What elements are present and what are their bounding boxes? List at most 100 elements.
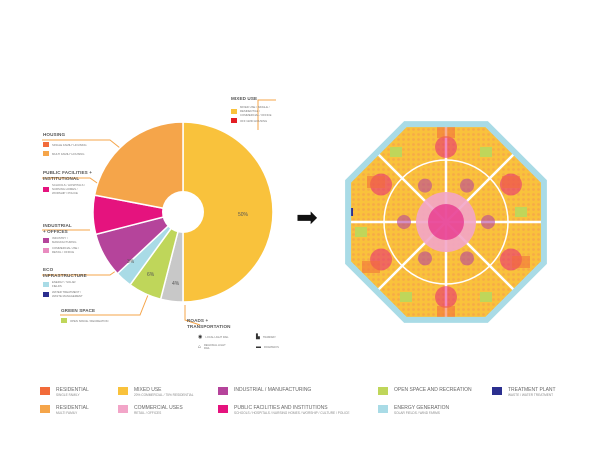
legend-swatch [218,405,228,413]
roads-icon-regional-rail: ⌂ REGIONAL LIGHT RAIL [198,344,226,350]
swatch-text: MULTI FAMILY HOUSING [52,151,85,156]
roads-icon-local-rail: ◉ LOCAL LIGHT RAIL [198,334,229,340]
legend-text: RESIDENTIAL MULTI FAMILY [56,405,89,415]
pct-label-roads: 4% [172,281,180,287]
donut-slices [92,121,274,303]
swatch-color [231,118,237,123]
roads-icon-roadways: ▬ ROADWAYS [256,344,279,350]
legend-subtitle: MULTI FAMILY [56,411,78,415]
road-icon: ▬ [256,344,261,350]
city-plan-map [345,121,547,323]
legend-swatch [378,387,388,395]
swatch-text: SINGLE FAMILY HOUSING [52,142,87,147]
leader-line [184,305,201,326]
legend-swatch [118,387,128,395]
category-label-green-space: GREEN SPACE [61,308,96,313]
legend-item: RESIDENTIAL SINGLE FAMILY [40,387,89,397]
arrow-right-icon: ➡ [296,202,318,232]
legend-item: TREATMENT PLANT WASTE / WATER TREATMENT [492,387,556,397]
green-patch [355,227,367,237]
legend-title: MIXED USE [134,387,162,393]
legend-subtitle: RETAIL / OFFICES [134,411,162,415]
legend-text: OPEN SPACE AND RECREATION [394,387,472,393]
legend-title: PUBLIC FACILITIES and INSTITUTIONS [234,405,328,411]
swatch-text: ENERGY / SOLAR FIELDS [52,280,76,288]
residential-patch [512,256,530,268]
pct-label-green: 6% [147,272,155,278]
swatch-color [231,108,237,114]
icon-text: TRAMWAY [262,335,276,339]
legend-item: MIXED USE 20% COMMERCIAL / 75% RESIDENTIA… [118,387,194,397]
residential-patch [367,176,385,188]
legend-text: INDUSTRIAL / MANUFACTURING [234,387,311,393]
legend-subtitle: SOLAR FIELDS / WIND FARMS [394,411,440,415]
swatch-text: OPEN SPACE / RECREATION [70,318,109,323]
legend-item: RESIDENTIAL MULTI FAMILY [40,405,89,415]
legend-text: RESIDENTIAL SINGLE FAMILY [56,387,89,397]
legend-subtitle: WASTE / WATER TREATMENT [508,393,554,397]
legend-subtitle: 20% COMMERCIAL / 75% RESIDENTIAL [134,393,194,397]
swatch-text: SCHOOLS / HOSPITALS / NURSING HOMES / WO… [52,183,86,195]
leader-line [42,177,101,186]
pct-label-energy: 3% [127,259,135,265]
swatch-color [43,186,49,192]
legend-title: RESIDENTIAL [56,387,89,393]
category-label-industrial: INDUSTRIAL + OFFICES [43,223,72,234]
swatch-green-0: OPEN SPACE / RECREATION [61,318,108,323]
swatch-color [43,281,49,287]
industrial-cluster [460,251,474,266]
swatch-industrial-1: COMMERCIAL USE / RETAIL / OFFICE [43,246,82,254]
green-patch [400,292,412,302]
swatch-text: OFF GRID HOUSING [240,118,268,123]
swatch-color [43,237,49,243]
legend-swatch [40,405,50,413]
swatch-color [61,318,67,323]
swatch-energy-0: ENERGY / SOLAR FIELDS [43,280,82,288]
category-label-energy: ECO INFRASTRUCTURE [43,267,87,278]
center-core [428,204,464,240]
swatch-color [43,142,49,147]
legend-text: MIXED USE 20% COMMERCIAL / 75% RESIDENTIA… [134,387,194,397]
swatch-energy-1: WATER TREATMENT / WASTE MANAGEMENT [43,290,86,298]
legend-item: PUBLIC FACILITIES and INSTITUTIONS SCHOOL… [218,405,349,415]
swatch-mixed-use-0: MIXED USE / SINGLE / RESIDENTIAL / COMME… [231,105,274,117]
legend-title: COMMERCIAL USES [134,405,183,411]
ring-road [383,159,509,285]
swatch-text: WATER TREATMENT / WASTE MANAGEMENT [52,290,83,298]
tram-icon: ▙ [256,334,260,340]
swatch-industrial-0: INDUSTRY / MANUFACTURING [43,236,82,244]
legend-text: PUBLIC FACILITIES and INSTITUTIONS SCHOOL… [234,405,349,415]
category-label-roads: ROADS + TRANSPORTATION [187,318,231,329]
legend-title: TREATMENT PLANT [508,387,556,393]
legend-swatch [118,405,128,413]
icon-text: ROADWAYS [264,345,279,349]
legend-swatch [378,405,388,413]
legend-item: COMMERCIAL USES RETAIL / OFFICES [118,405,183,415]
green-patch [480,292,492,302]
legend-item: ENERGY GENERATION SOLAR FIELDS / WIND FAR… [378,405,449,415]
industrial-cluster [460,178,474,193]
residential-patch [502,176,520,188]
legend-swatch [218,387,228,395]
swatch-text: COMMERCIAL USE / RETAIL / OFFICE [52,246,79,254]
swatch-mixed-use-1: OFF GRID HOUSING [231,118,267,123]
industrial-cluster [418,251,432,266]
legend-swatch [492,387,502,395]
legend-text: COMMERCIAL USES RETAIL / OFFICES [134,405,183,415]
legend-subtitle: SCHOOLS / HOSPITALS / NURSING HOMES / WO… [234,411,350,415]
district-cluster [435,136,457,158]
swatch-text: MIXED USE / SINGLE / RESIDENTIAL / COMME… [240,105,272,117]
green-patch [480,147,492,157]
icon-text: LOCAL LIGHT RAIL [205,335,229,339]
legend-text: TREATMENT PLANT WASTE / WATER TREATMENT [508,387,556,397]
district-cluster [435,286,457,308]
legend-title: RESIDENTIAL [56,405,89,411]
legend-subtitle: SINGLE FAMILY [56,393,80,397]
legend-swatch [40,387,50,395]
swatch-color [43,151,49,156]
swatch-public-0: SCHOOLS / HOSPITALS / NURSING HOMES / WO… [43,183,88,195]
industrial-cluster [481,215,495,229]
icon-text: REGIONAL LIGHT RAIL [204,344,226,350]
donut-slice-mixed-use [182,121,274,303]
